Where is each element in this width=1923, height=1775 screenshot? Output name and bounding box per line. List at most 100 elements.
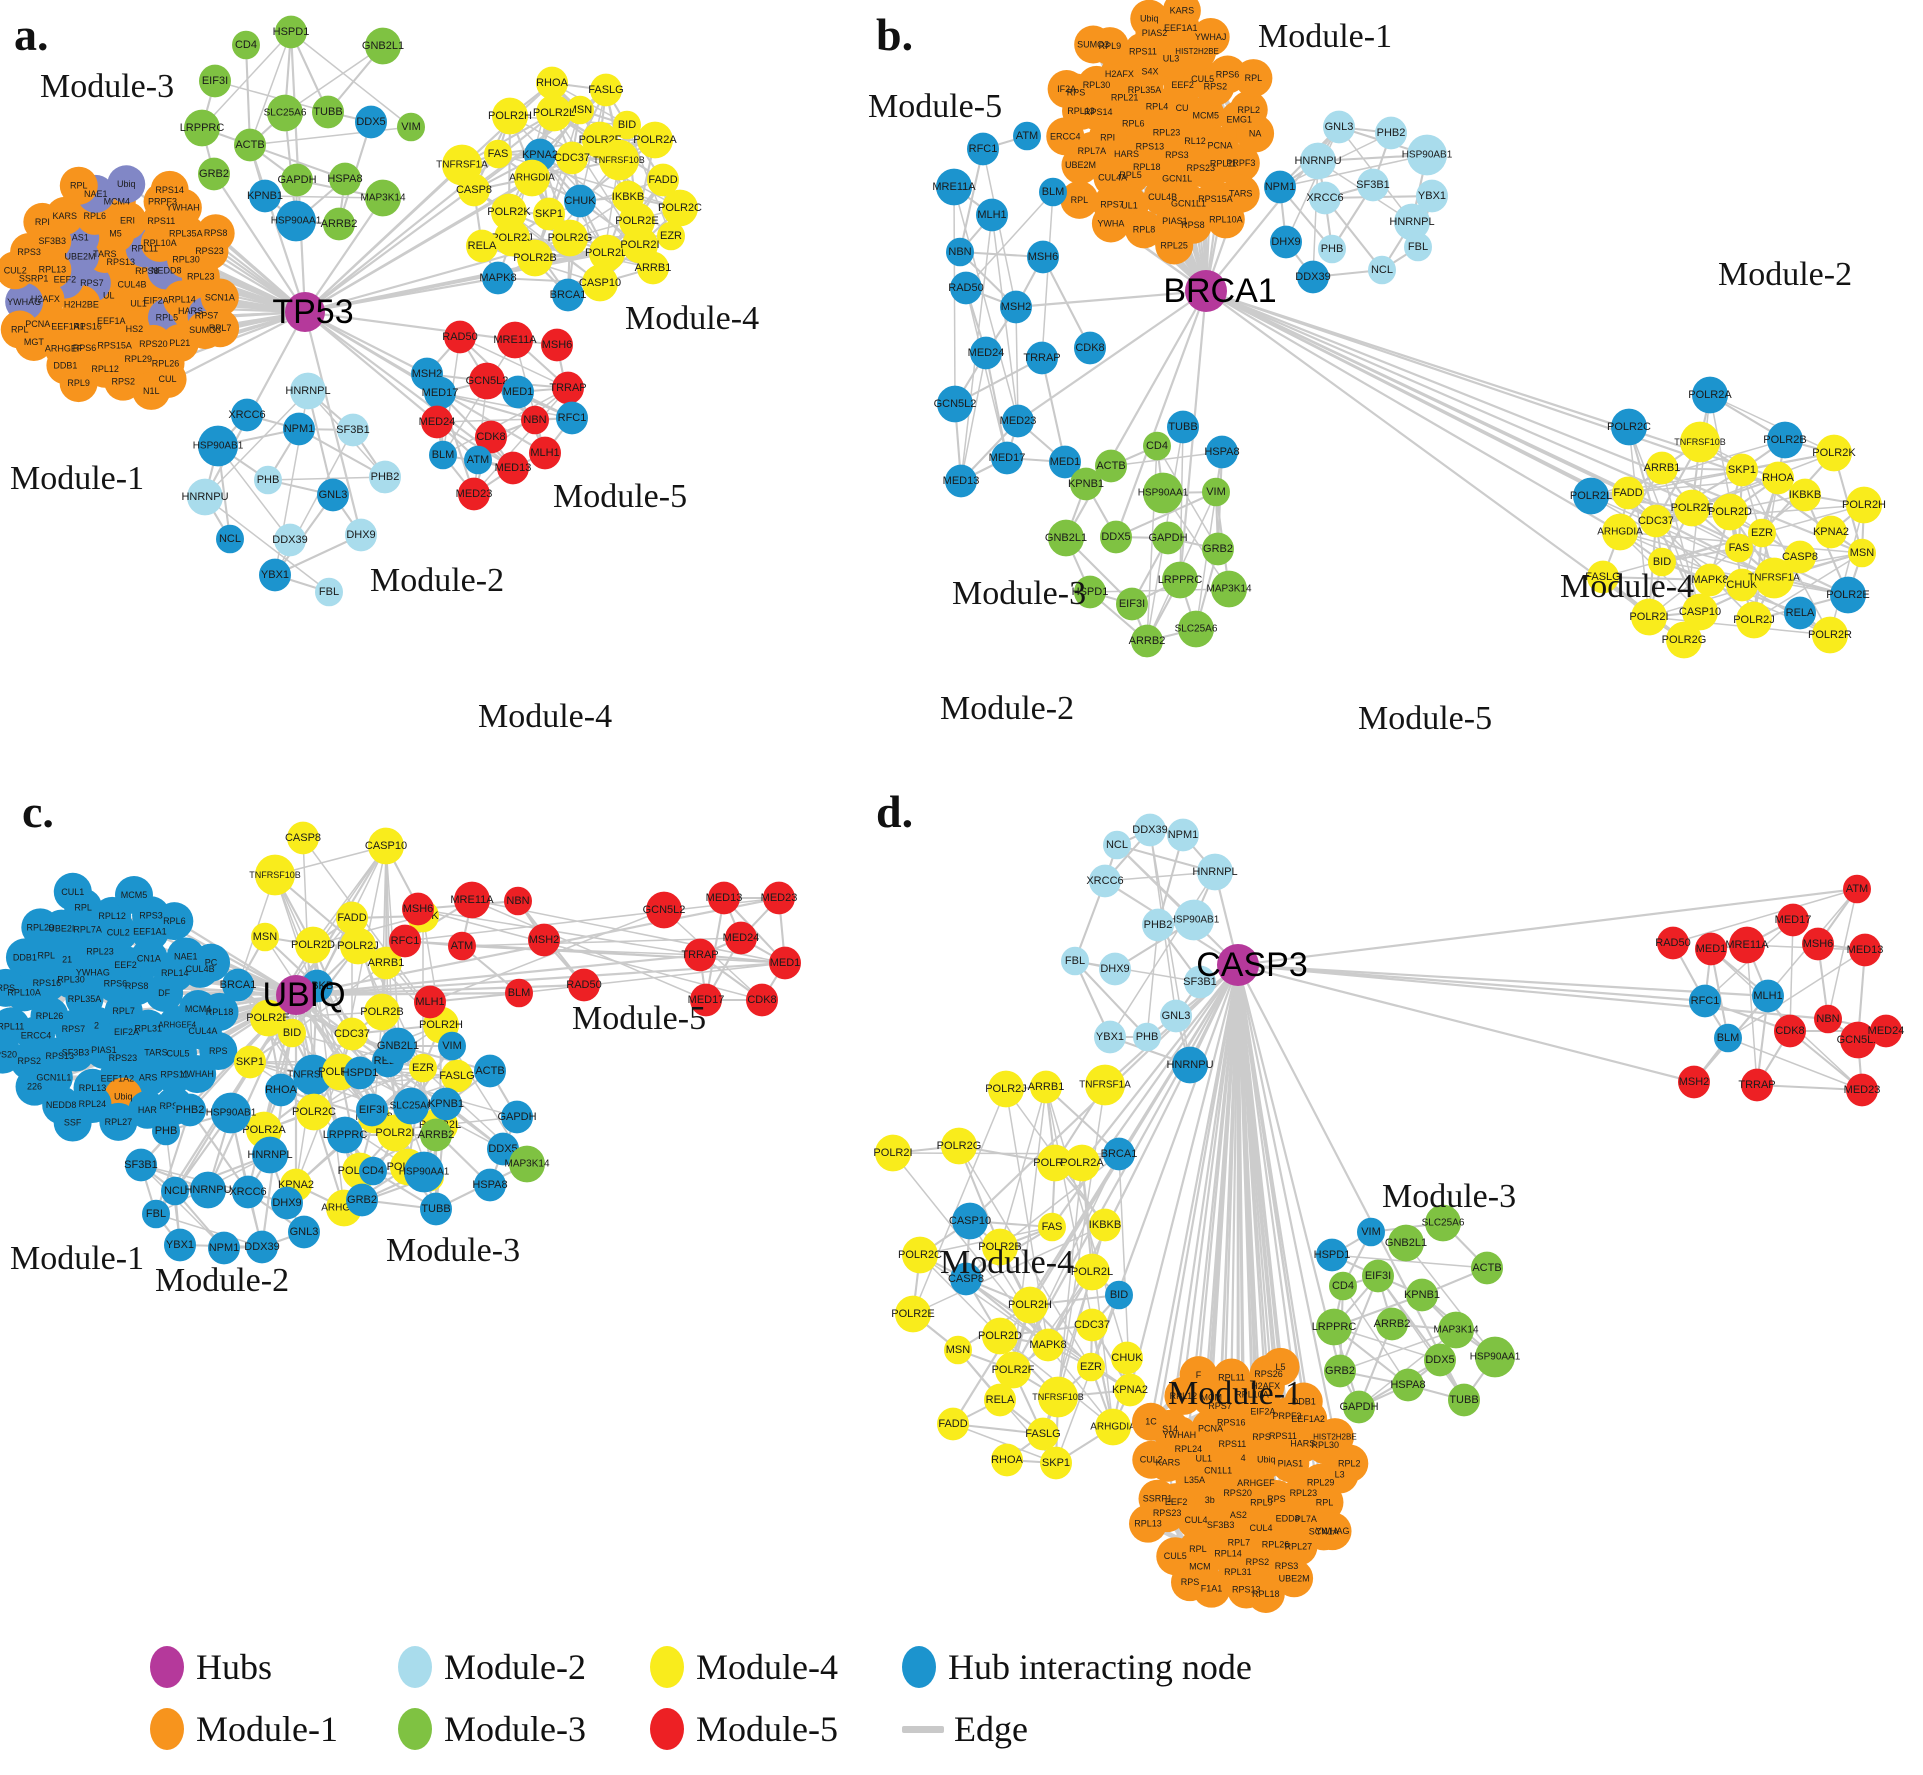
svg-text:CUL4: CUL4	[1185, 1515, 1208, 1525]
svg-text:HNRNPU: HNRNPU	[181, 491, 228, 503]
svg-text:HSPD1: HSPD1	[1314, 1249, 1351, 1261]
svg-text:MAP3K14: MAP3K14	[1206, 584, 1251, 595]
svg-text:GAPDH: GAPDH	[497, 1111, 536, 1123]
svg-text:GRB2: GRB2	[347, 1194, 377, 1206]
svg-text:RPS3: RPS3	[139, 910, 163, 920]
svg-text:PRPF3: PRPF3	[1226, 158, 1255, 168]
svg-text:CHUK: CHUK	[564, 195, 596, 207]
svg-text:CASP8: CASP8	[1782, 551, 1818, 563]
module-label-c-0: Module-4	[478, 698, 613, 735]
svg-text:POLR2D: POLR2D	[978, 1330, 1022, 1342]
legend-label-module-4: Module-4	[696, 1647, 838, 1687]
svg-text:SKP1: SKP1	[535, 208, 563, 220]
svg-text:PRPF3: PRPF3	[148, 197, 177, 207]
legend-item-module-4: Module-4	[650, 1636, 838, 1698]
legend-column-2: Module-2 Module-3	[398, 1636, 586, 1760]
svg-text:RAD50: RAD50	[948, 282, 983, 294]
svg-text:MED17: MED17	[1775, 914, 1812, 926]
svg-text:GNL3: GNL3	[290, 1226, 319, 1238]
svg-text:RPS13: RPS13	[1136, 142, 1165, 152]
svg-text:RPS: RPS	[0, 983, 15, 993]
svg-text:EEF1A1: EEF1A1	[133, 927, 167, 937]
svg-text:POLR2E: POLR2E	[615, 215, 658, 227]
svg-text:MED24: MED24	[968, 347, 1005, 359]
svg-text:TNFRSF1A: TNFRSF1A	[436, 160, 488, 171]
svg-text:RPL: RPL	[74, 902, 92, 912]
svg-text:MCM: MCM	[1189, 1562, 1211, 1572]
svg-text:EDD8: EDD8	[1276, 1513, 1300, 1523]
svg-text:ATM: ATM	[451, 940, 473, 952]
svg-text:EZR: EZR	[660, 230, 682, 242]
svg-text:MED13: MED13	[1847, 944, 1884, 956]
svg-text:PL21: PL21	[169, 338, 190, 348]
svg-text:POLR2A: POLR2A	[1688, 389, 1732, 401]
svg-text:MSH2: MSH2	[412, 368, 443, 380]
svg-text:S14: S14	[1162, 1424, 1178, 1434]
svg-text:NCL: NCL	[1106, 839, 1128, 851]
svg-text:GNL3: GNL3	[1162, 1010, 1191, 1022]
svg-text:RPS: RPS	[1181, 1577, 1200, 1587]
svg-text:SF3B1: SF3B1	[336, 424, 370, 436]
svg-text:RPL13: RPL13	[39, 265, 67, 275]
svg-text:MSH6: MSH6	[1803, 938, 1834, 950]
svg-text:KPNA2: KPNA2	[1112, 1384, 1148, 1396]
svg-text:RELA: RELA	[468, 240, 497, 252]
svg-text:TNFRSF1A: TNFRSF1A	[1748, 573, 1800, 584]
svg-text:UBE2M: UBE2M	[65, 251, 96, 261]
svg-text:EIF3I: EIF3I	[1119, 598, 1145, 610]
svg-text:Ubiq: Ubiq	[117, 179, 136, 189]
svg-text:MCM5: MCM5	[1193, 110, 1220, 120]
module-label-a-4: Module-2	[370, 562, 505, 599]
svg-text:UBE2M: UBE2M	[1065, 160, 1096, 170]
svg-text:CHUK: CHUK	[407, 910, 439, 922]
svg-text:LRPPRC: LRPPRC	[180, 122, 225, 134]
svg-text:UL1: UL1	[1121, 201, 1138, 211]
svg-text:UBE2M: UBE2M	[1279, 1573, 1310, 1583]
svg-text:RPL: RPL	[1189, 1544, 1207, 1554]
legend-item-module-5: Module-5	[650, 1698, 838, 1760]
svg-text:TUBB: TUBB	[313, 106, 342, 118]
svg-text:MED1: MED1	[770, 957, 801, 969]
svg-text:MRE11A: MRE11A	[932, 181, 976, 193]
svg-text:SF3B3: SF3B3	[39, 236, 67, 246]
svg-text:CDK8: CDK8	[747, 994, 776, 1006]
svg-text:MED24: MED24	[419, 416, 456, 428]
legend-label-module-3: Module-3	[444, 1709, 586, 1749]
svg-text:HSPA8: HSPA8	[472, 1179, 507, 1191]
svg-text:RPS8: RPS8	[135, 266, 159, 276]
svg-text:GNL3: GNL3	[1325, 121, 1354, 133]
svg-text:RPL: RPL	[1245, 73, 1263, 83]
svg-text:RPL35A: RPL35A	[1128, 85, 1162, 95]
svg-text:YWHAG: YWHAG	[1316, 1526, 1350, 1536]
svg-text:POLR2E: POLR2E	[246, 1012, 289, 1024]
module-label-c-1: Module-1	[10, 1240, 145, 1277]
svg-text:RHOA: RHOA	[1762, 472, 1794, 484]
svg-text:ARHGDIA: ARHGDIA	[1597, 527, 1643, 538]
svg-text:MLH1: MLH1	[415, 996, 444, 1008]
svg-text:RPS7: RPS7	[195, 311, 219, 321]
svg-text:MCM4: MCM4	[185, 1004, 212, 1014]
svg-text:DHX9: DHX9	[1100, 963, 1129, 975]
svg-text:EIF3I: EIF3I	[202, 75, 228, 87]
legend-item-hubs: Hubs	[150, 1636, 338, 1698]
svg-text:MRE11A: MRE11A	[493, 334, 537, 346]
svg-text:GCN5L2: GCN5L2	[1837, 1034, 1880, 1046]
svg-text:DDB1: DDB1	[53, 360, 77, 370]
svg-text:MGT: MGT	[24, 337, 44, 347]
svg-text:MSH2: MSH2	[1001, 301, 1032, 313]
svg-text:VIM: VIM	[1206, 486, 1226, 498]
svg-text:RPS8: RPS8	[125, 981, 149, 991]
svg-text:Ubiq: Ubiq	[1257, 1454, 1276, 1464]
svg-text:ARRB1: ARRB1	[1644, 462, 1681, 474]
svg-text:HSPA8: HSPA8	[1390, 1379, 1425, 1391]
svg-text:BRCA1: BRCA1	[220, 979, 257, 991]
svg-text:POLR2G: POLR2G	[548, 232, 593, 244]
module-label-d-1: Module-5	[1358, 700, 1493, 737]
svg-text:CUL4B: CUL4B	[117, 280, 146, 290]
svg-text:POLR2B: POLR2B	[1763, 434, 1806, 446]
svg-text:POLR2I: POLR2I	[620, 239, 659, 251]
svg-text:NBN: NBN	[948, 246, 971, 258]
svg-text:RAD50: RAD50	[566, 979, 601, 991]
svg-text:SF3B3: SF3B3	[1207, 1520, 1235, 1530]
